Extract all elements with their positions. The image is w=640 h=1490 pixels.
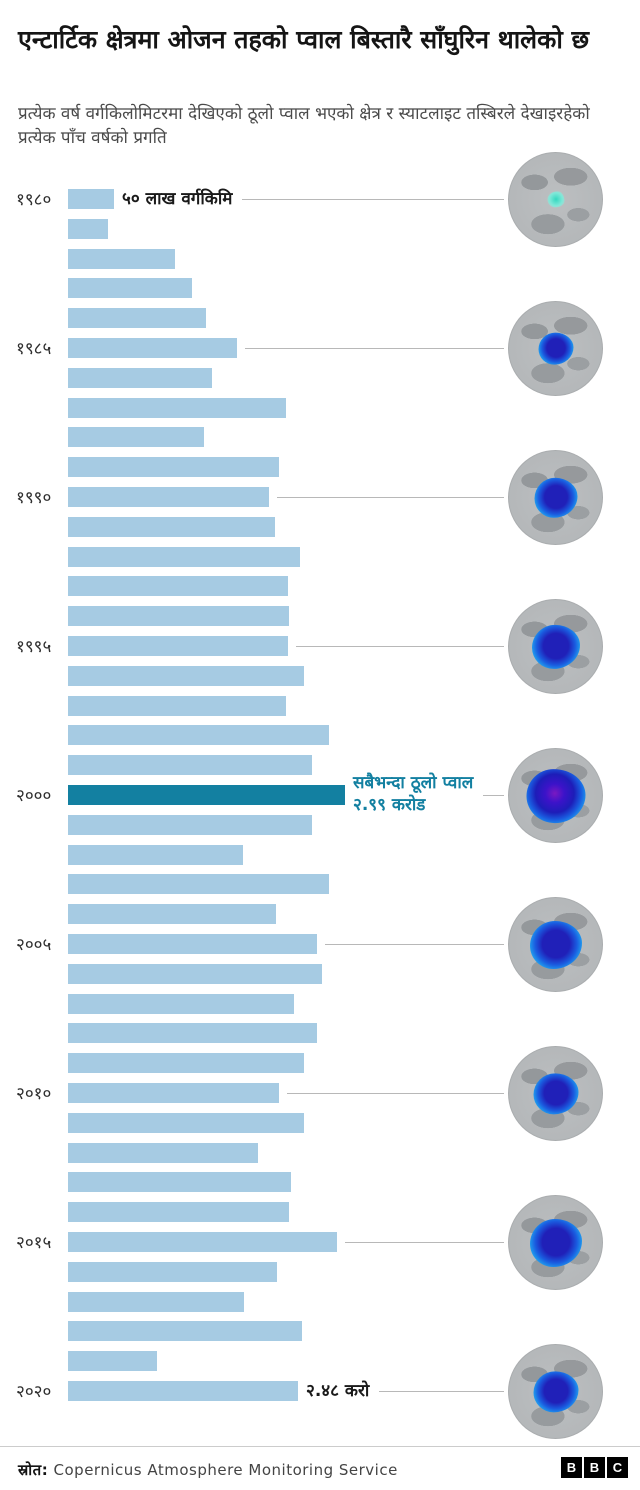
ozone-hole xyxy=(533,1073,578,1115)
bar-2004 xyxy=(68,904,276,925)
axis-label-2010: २०१० xyxy=(16,1084,52,1104)
ozone-hole xyxy=(533,1371,578,1413)
bar-1994 xyxy=(68,606,289,627)
bar-1995 xyxy=(68,636,288,656)
bar-1981 xyxy=(68,218,108,239)
connector-line-1980 xyxy=(242,199,504,200)
source-name: Copernicus Atmosphere Monitoring Service xyxy=(53,1461,398,1479)
annotation-text: २.९९ करोड xyxy=(353,795,426,815)
bar-1996 xyxy=(68,665,304,686)
connector-line-2005 xyxy=(325,944,504,945)
connector-line-2010 xyxy=(287,1093,504,1094)
bar-2015 xyxy=(68,1232,337,1252)
bar-1987 xyxy=(68,397,286,418)
ozone-hole xyxy=(547,191,564,208)
satellite-image-2005 xyxy=(508,896,603,992)
bar-1982 xyxy=(68,248,175,269)
bar-2010 xyxy=(68,1083,279,1103)
bar-2019 xyxy=(68,1351,157,1372)
axis-label-1990: १९९० xyxy=(16,488,52,508)
bar-2007 xyxy=(68,993,294,1014)
bar-2000 xyxy=(68,785,345,805)
satellite-image-1990 xyxy=(508,449,603,545)
axis-label-2015: २०१५ xyxy=(16,1233,52,1253)
ozone-hole xyxy=(538,332,573,365)
bbc-logo-block: B xyxy=(561,1457,582,1478)
satellite-image-2000 xyxy=(508,747,603,843)
bar-1988 xyxy=(68,427,204,448)
footer-divider xyxy=(0,1446,640,1447)
page-subtitle: प्रत्येक वर्ष वर्गकिलोमिटरमा देखिएको ठूल… xyxy=(18,104,590,148)
connector-line-1985 xyxy=(245,348,504,349)
bar-2005 xyxy=(68,934,317,954)
bar-2002 xyxy=(68,844,243,865)
satellite-image-1985 xyxy=(508,300,603,396)
bar-1997 xyxy=(68,695,286,716)
bar-1980 xyxy=(68,189,114,209)
annotation-text: सबैभन्दा ठूलो प्वाल xyxy=(353,773,474,793)
connector-line-2020 xyxy=(379,1391,504,1392)
ozone-hole xyxy=(526,769,585,824)
axis-label-1995: १९९५ xyxy=(16,637,52,657)
annotation-2000: सबैभन्दा ठूलो प्वाल २.९९ करोड xyxy=(353,772,473,816)
satellite-image-1995 xyxy=(508,598,603,694)
axis-label-1980: १९८० xyxy=(16,190,52,210)
bar-2011 xyxy=(68,1112,304,1133)
bar-2020 xyxy=(68,1381,298,1401)
ozone-hole xyxy=(531,624,580,669)
axis-label-2005: २००५ xyxy=(16,935,52,955)
bar-1989 xyxy=(68,457,279,478)
page-title: एन्टार्टिक क्षेत्रमा ओजन तहको प्वाल बिस्… xyxy=(18,24,590,54)
axis-label-2020: २०२० xyxy=(16,1382,52,1402)
bar-2008 xyxy=(68,1023,317,1044)
bar-2001 xyxy=(68,814,312,835)
bar-2016 xyxy=(68,1261,277,1282)
connector-line-1995 xyxy=(296,646,504,647)
satellite-image-2015 xyxy=(508,1194,603,1290)
source-label: स्रोत: xyxy=(18,1461,49,1479)
bar-2003 xyxy=(68,874,329,895)
bar-1990 xyxy=(68,487,269,507)
bar-1993 xyxy=(68,576,288,597)
bar-1992 xyxy=(68,546,300,567)
bbc-logo-block: C xyxy=(607,1457,628,1478)
bar-2017 xyxy=(68,1291,244,1312)
bar-2006 xyxy=(68,963,322,984)
bar-2014 xyxy=(68,1202,289,1223)
bar-2018 xyxy=(68,1321,302,1342)
connector-line-1990 xyxy=(277,497,504,498)
satellite-image-1980 xyxy=(508,151,603,247)
annotation-text: ५० लाख वर्गकिमि xyxy=(122,189,233,209)
bar-2013 xyxy=(68,1172,291,1193)
source-line: स्रोत: Copernicus Atmosphere Monitoring … xyxy=(18,1460,398,1480)
bar-1986 xyxy=(68,367,212,388)
bar-2012 xyxy=(68,1142,258,1163)
ozone-hole xyxy=(529,920,582,969)
bar-1984 xyxy=(68,308,206,329)
satellite-image-2010 xyxy=(508,1045,603,1141)
bar-1999 xyxy=(68,755,312,776)
connector-line-2015 xyxy=(345,1242,504,1243)
bar-1991 xyxy=(68,516,275,537)
bar-1998 xyxy=(68,725,329,746)
ozone-hole xyxy=(529,1218,582,1267)
ozone-hole xyxy=(534,477,577,518)
annotation-2020: २.४८ करो xyxy=(306,1381,369,1401)
connector-line-2000 xyxy=(483,795,504,796)
bbc-logo-block: B xyxy=(584,1457,605,1478)
axis-label-2000: २००० xyxy=(16,786,52,806)
annotation-1980: ५० लाख वर्गकिमि xyxy=(122,189,232,209)
axis-label-1985: १९८५ xyxy=(16,339,52,359)
bar-1985 xyxy=(68,338,237,358)
annotation-text: २.४८ करो xyxy=(306,1381,370,1401)
bar-2009 xyxy=(68,1053,304,1074)
bar-1983 xyxy=(68,278,192,299)
satellite-image-2020 xyxy=(508,1343,603,1439)
bbc-logo: B B C xyxy=(561,1457,628,1478)
